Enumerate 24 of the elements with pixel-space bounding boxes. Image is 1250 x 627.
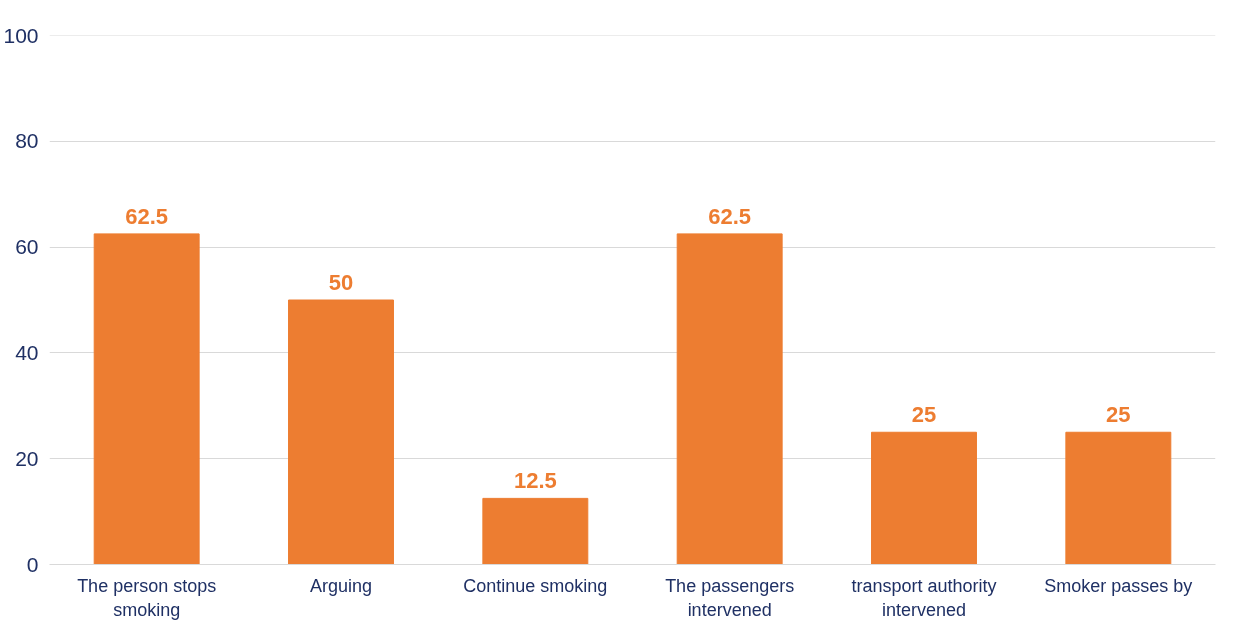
x-tick-label: Arguing xyxy=(309,575,373,596)
y-tick-label: 40 xyxy=(15,340,39,364)
x-tick-label: The person stops smoking xyxy=(77,575,217,620)
y-tick-label: 20 xyxy=(15,446,39,470)
data-label: 62.5 xyxy=(708,203,752,229)
bar xyxy=(676,233,783,565)
x-tick-label: Smoker passes by xyxy=(1044,575,1193,596)
y-tick-label: 80 xyxy=(15,129,39,153)
y-tick-label: 60 xyxy=(15,235,39,259)
x-tick-label: The passengers intervened xyxy=(665,575,795,620)
bar xyxy=(1065,431,1172,565)
data-label: 12.5 xyxy=(513,468,557,494)
y-tick-label: 100 xyxy=(3,23,39,47)
data-label: 25 xyxy=(911,402,937,428)
bar xyxy=(482,497,589,565)
bar xyxy=(871,431,977,565)
data-label: 25 xyxy=(1106,402,1131,428)
data-label: 50 xyxy=(328,270,354,295)
bar xyxy=(93,233,200,565)
x-tick-label: transport authority intervened xyxy=(851,575,997,620)
y-tick-label: 0 xyxy=(26,552,39,576)
data-label: 62.5 xyxy=(125,203,169,229)
bar xyxy=(288,299,394,565)
x-tick-label: Continue smoking xyxy=(463,575,608,596)
